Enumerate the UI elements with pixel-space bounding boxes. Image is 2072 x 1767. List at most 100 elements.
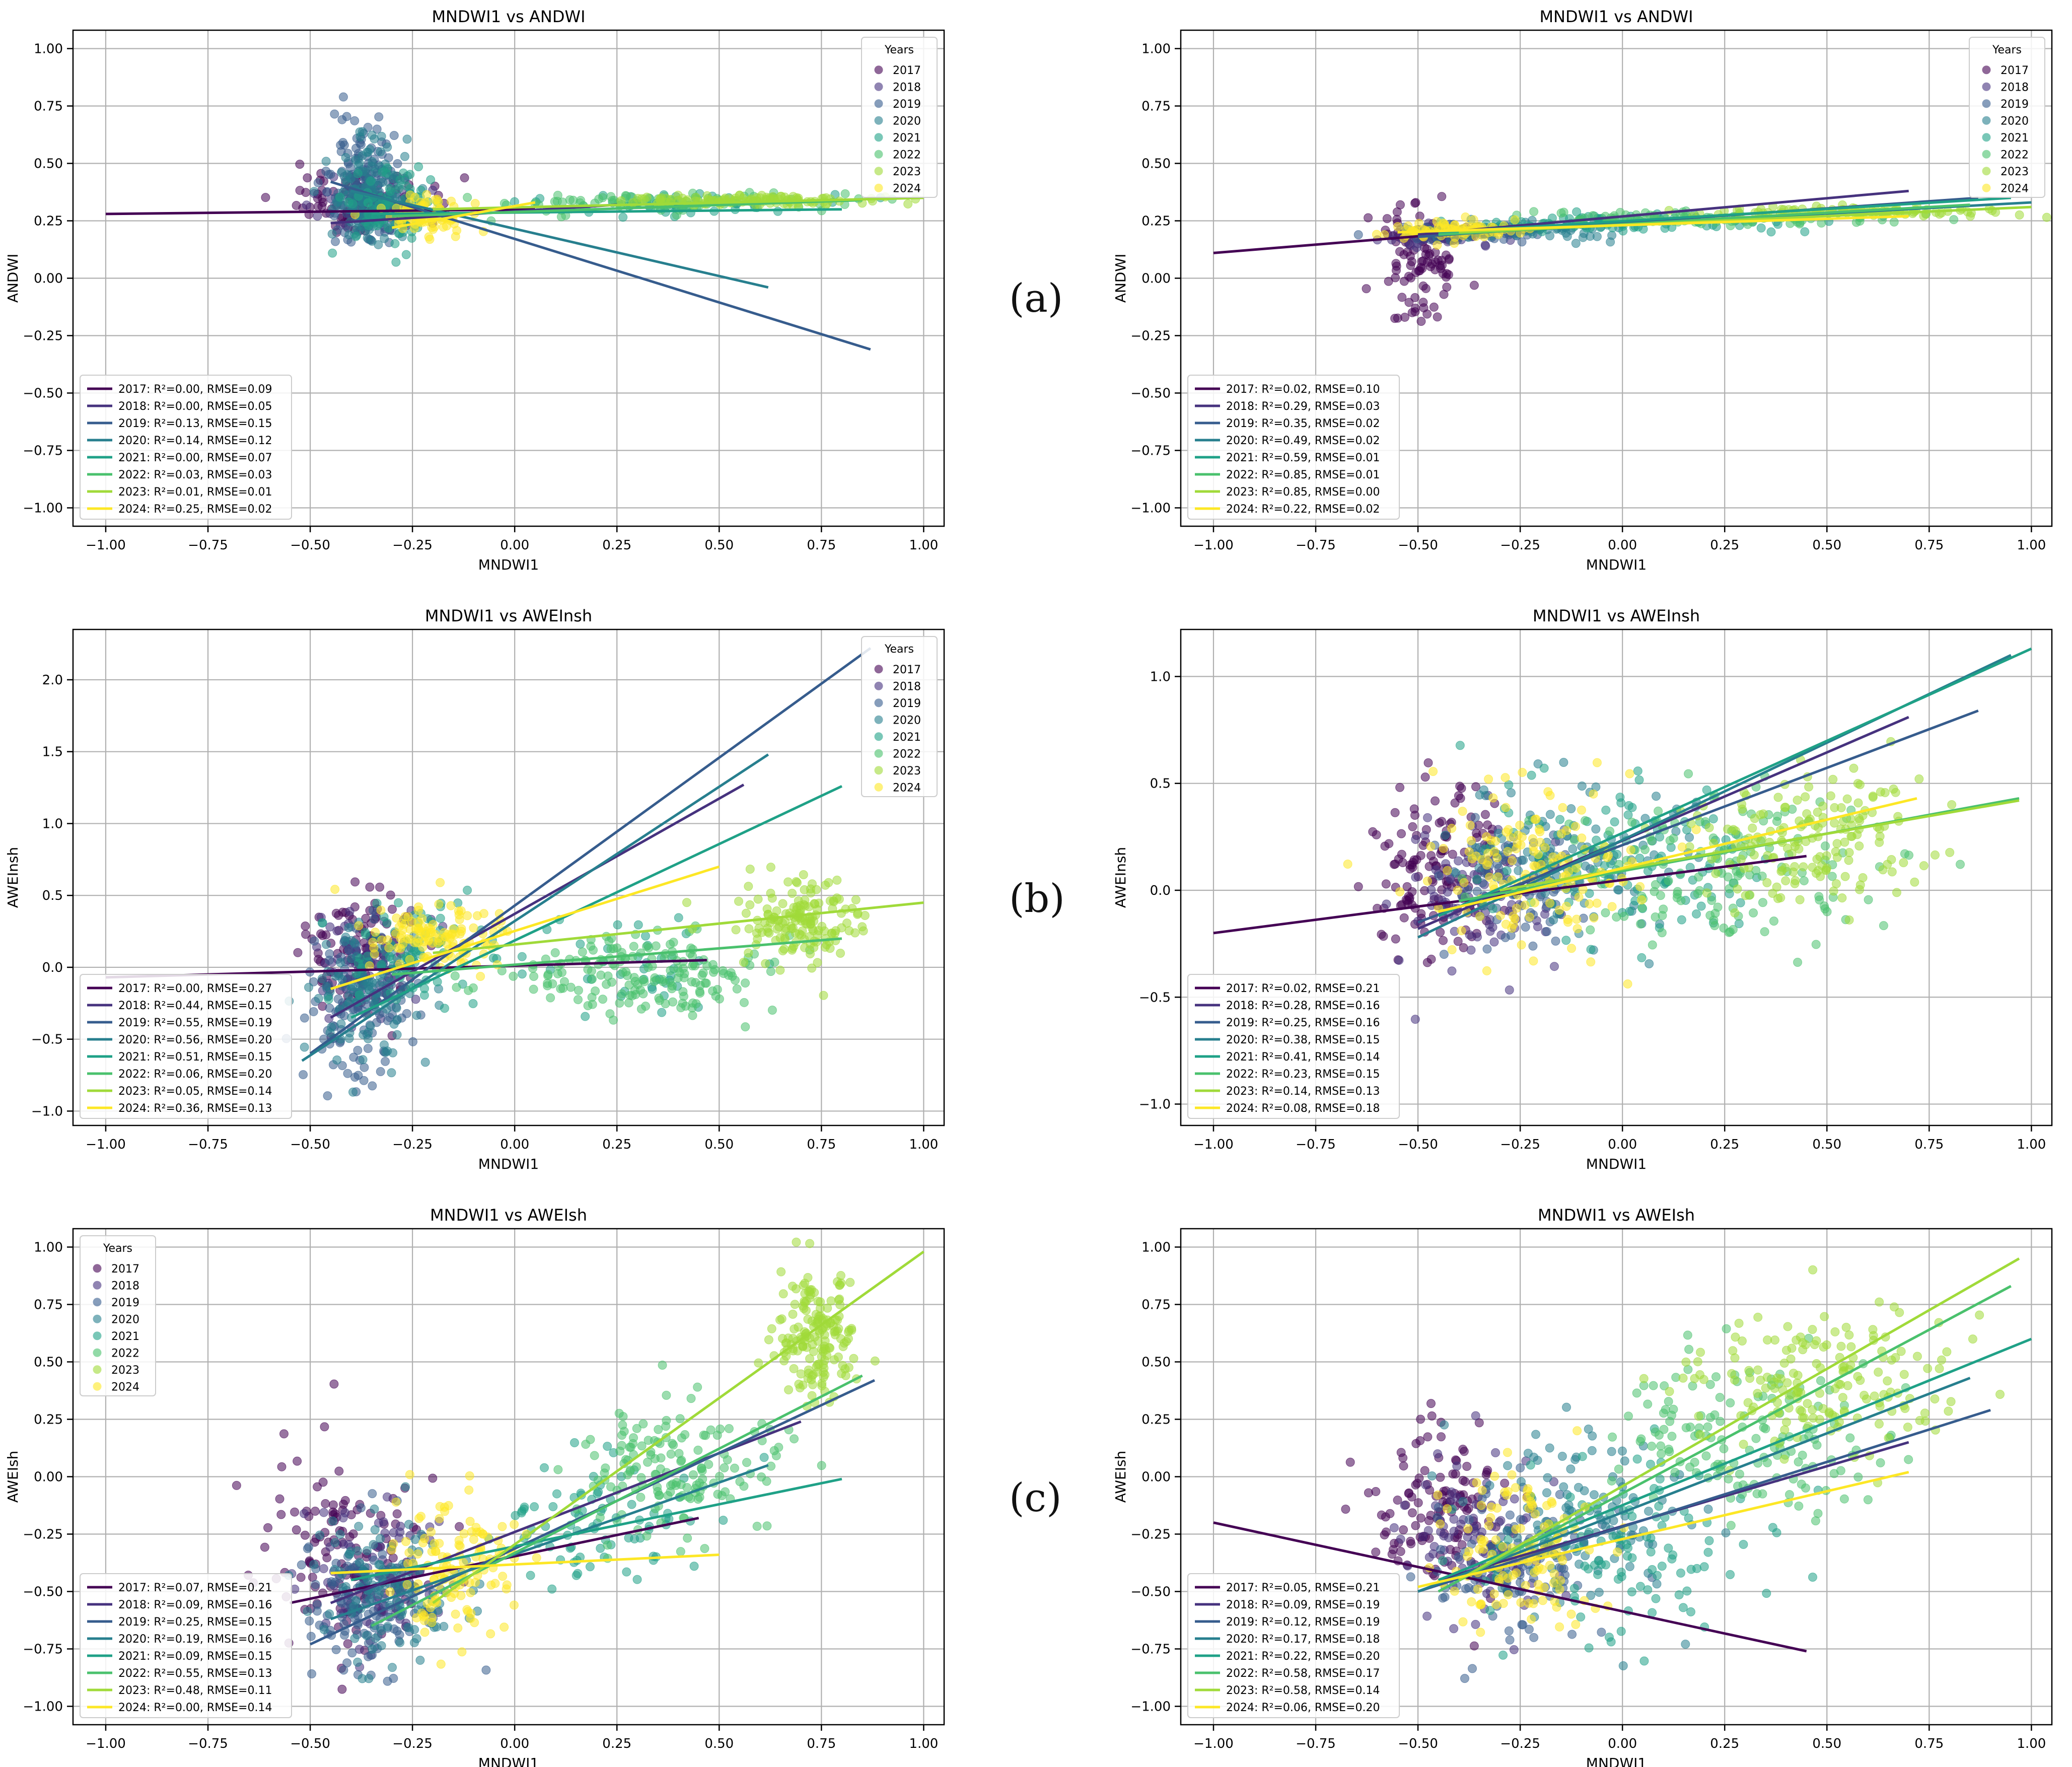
legend-marker	[874, 183, 883, 192]
scatter-point	[417, 914, 427, 924]
scatter-point	[1390, 808, 1400, 817]
scatter-point	[1525, 912, 1534, 922]
scatter-point	[790, 1434, 799, 1444]
scatter-point	[300, 1042, 309, 1052]
scatter-point	[301, 922, 310, 931]
scatter-point	[1800, 227, 1810, 237]
legend-marker	[874, 783, 883, 792]
x-axis-label: MNDWI1	[478, 1156, 539, 1172]
scatter-point	[1390, 314, 1400, 323]
legend-fit-2024: 2024: R²=0.22, RMSE=0.02	[1226, 503, 1380, 516]
scatter-point	[691, 999, 701, 1009]
scatter-point	[792, 877, 801, 886]
scatter-point	[1411, 834, 1420, 844]
scatter-point	[704, 1460, 713, 1469]
scatter-points	[281, 863, 870, 1101]
scatter-point	[1382, 899, 1391, 909]
scatter-point	[342, 1658, 352, 1668]
scatter-point	[543, 971, 553, 980]
scatter-point	[1887, 855, 1896, 864]
scatter-point	[569, 1438, 579, 1447]
scatter-point	[1410, 1015, 1420, 1024]
scatter-point	[642, 1531, 652, 1541]
scatter-point	[1692, 909, 1701, 919]
scatter-point	[1407, 860, 1417, 870]
scatter-point	[1510, 215, 1520, 225]
scatter-point	[481, 1665, 491, 1675]
scatter-point	[382, 1492, 392, 1502]
scatter-point	[375, 882, 385, 892]
scatter-point	[1566, 804, 1576, 814]
regression-lines	[105, 180, 924, 351]
scatter-point	[732, 984, 742, 994]
scatter-point	[1801, 792, 1810, 802]
scatter-point	[395, 1638, 405, 1648]
scatter-point	[1562, 826, 1571, 835]
scatter-point	[1851, 218, 1861, 227]
legend-box	[80, 974, 292, 1119]
scatter-point	[413, 1549, 422, 1559]
scatter-point	[1441, 830, 1450, 840]
scatter-point	[364, 1034, 373, 1043]
scatter-point	[2042, 213, 2051, 222]
scatter-point	[744, 924, 754, 934]
scatter-point	[1664, 876, 1673, 886]
scatter-point	[701, 978, 711, 988]
x-tick-label: −0.25	[1500, 1137, 1540, 1152]
scatter-point	[1513, 830, 1523, 840]
regression-lines	[289, 1250, 924, 1646]
scatter-point	[1677, 842, 1687, 852]
scatter-point	[715, 1471, 725, 1481]
scatter-point	[1473, 932, 1482, 942]
scatter-point	[693, 1445, 703, 1455]
scatter-point	[384, 943, 394, 953]
scatter-point	[1813, 808, 1822, 817]
x-tick-label: −0.50	[290, 1736, 330, 1751]
scatter-point	[354, 1522, 364, 1531]
scatter-point	[764, 928, 774, 938]
scatter-point	[327, 229, 337, 239]
scatter-point	[344, 1549, 354, 1559]
scatter-point	[1434, 871, 1444, 881]
legend-fit-2017: 2017: R²=0.02, RMSE=0.21	[1226, 982, 1380, 995]
scatter-point	[650, 973, 660, 982]
scatter-point	[404, 1623, 413, 1633]
scatter-point	[337, 1684, 347, 1694]
scatter-point	[1831, 879, 1841, 888]
y-tick-label: 0.00	[34, 271, 63, 287]
scatter-point	[618, 1420, 627, 1430]
scatter-point	[1461, 212, 1470, 222]
scatter-point	[422, 190, 432, 199]
scatter-point	[336, 1019, 346, 1029]
scatter-point	[1491, 836, 1501, 846]
scatter-point	[354, 991, 364, 1000]
scatter-point	[330, 109, 339, 119]
scatter-point	[1780, 803, 1790, 812]
scatter-point	[730, 1463, 739, 1473]
scatter-point	[466, 1588, 475, 1597]
axes-frame	[72, 628, 945, 1126]
regression-line-2019	[309, 647, 872, 1055]
scatter-point	[1914, 774, 1924, 784]
scatter-point	[353, 1071, 363, 1080]
scatter-point	[509, 1600, 519, 1610]
scatter-point	[376, 960, 386, 970]
scatter-point	[391, 257, 401, 267]
legend-fit-2020: 2020: R²=0.14, RMSE=0.12	[118, 435, 272, 447]
scatter-point	[1518, 767, 1527, 777]
scatter-point	[455, 1522, 464, 1531]
x-tick-label: −1.00	[86, 1137, 126, 1152]
scatter-point	[586, 1435, 595, 1444]
scatter-point	[1736, 898, 1745, 907]
y-tick-label: −1.00	[23, 501, 63, 516]
scatter-point	[343, 1069, 352, 1078]
scatter-point	[680, 969, 689, 978]
legend-entry-2024: 2024	[2000, 182, 2029, 195]
scatter-point	[1419, 303, 1428, 313]
scatter-point	[303, 1606, 312, 1616]
chart-b-left: −1.00 −0.75 −0.50 −0.25 0.00 0.25 0.50 0.75 1.00…	[5, 606, 945, 1172]
scatter-point	[396, 944, 405, 953]
scatter-point	[1483, 820, 1492, 830]
